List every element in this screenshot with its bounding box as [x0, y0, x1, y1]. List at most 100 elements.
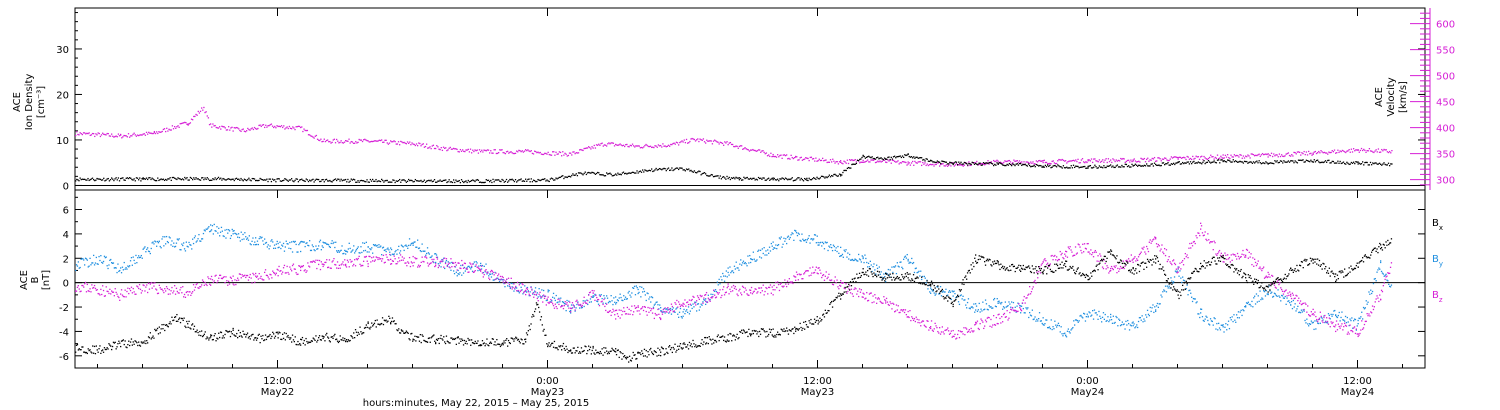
bz-point — [884, 299, 886, 301]
by-point — [307, 244, 309, 247]
by-point — [475, 260, 477, 263]
density-point — [1344, 162, 1346, 165]
bz-point — [631, 305, 633, 307]
by-point — [1068, 331, 1070, 333]
density-point — [762, 177, 764, 179]
density-point — [1340, 162, 1342, 165]
density-point — [379, 180, 382, 183]
by-point — [931, 290, 934, 292]
velocity-point — [1177, 157, 1179, 159]
velocity-point — [167, 130, 169, 132]
by-point — [1190, 292, 1192, 294]
density-point — [554, 179, 556, 181]
density-point — [1374, 162, 1376, 164]
velocity-point — [334, 142, 337, 144]
by-point — [1283, 297, 1285, 299]
velocity-point — [1248, 155, 1250, 157]
bz-point — [274, 274, 277, 276]
bz-point — [112, 291, 115, 293]
bz-point — [840, 280, 842, 282]
density-point — [247, 178, 249, 181]
by-point — [90, 264, 92, 266]
by-point — [1218, 327, 1221, 329]
by-point — [115, 267, 117, 269]
velocity-point — [460, 150, 463, 152]
bz-point — [526, 288, 529, 290]
velocity-point — [408, 142, 410, 144]
bz-point — [318, 259, 321, 262]
density-point — [824, 177, 826, 179]
density-point — [617, 172, 619, 174]
density-point — [1242, 162, 1245, 164]
by-point — [615, 301, 618, 304]
velocity-point — [649, 145, 652, 147]
velocity-point — [925, 164, 927, 167]
density-point — [553, 179, 555, 181]
velocity-point — [1283, 155, 1285, 158]
by-point — [1317, 322, 1320, 325]
bz-point — [763, 294, 765, 296]
bz-point — [169, 293, 171, 295]
velocity-point — [480, 151, 482, 153]
density-point — [744, 177, 746, 180]
density-point — [636, 170, 638, 172]
by-point — [1365, 300, 1367, 302]
bz-point — [571, 302, 574, 304]
density-point — [984, 162, 986, 165]
bz-point — [660, 317, 662, 320]
by-point — [174, 246, 176, 248]
bz-point — [327, 266, 329, 269]
density-point — [1278, 161, 1281, 164]
by-point — [1196, 301, 1198, 303]
density-point — [1272, 162, 1274, 165]
by-point — [880, 271, 882, 273]
density-point — [1021, 164, 1023, 167]
by-point — [1261, 297, 1263, 299]
bz-point — [702, 302, 704, 304]
velocity-point — [277, 125, 279, 128]
by-point — [690, 304, 692, 306]
by-point — [1095, 312, 1097, 314]
density-point — [676, 167, 679, 169]
velocity-point — [1076, 160, 1078, 163]
bz-point — [570, 307, 573, 310]
by-point — [316, 248, 318, 250]
density-point — [599, 174, 601, 176]
by-point — [659, 304, 661, 306]
density-point — [1295, 161, 1297, 163]
bz-point — [413, 261, 415, 264]
velocity-point — [1342, 150, 1345, 152]
bz-point — [629, 313, 631, 315]
by-point — [1091, 314, 1093, 316]
by-point — [201, 238, 204, 240]
by-point — [1075, 319, 1078, 321]
velocity-point — [364, 138, 366, 140]
bz-point — [867, 300, 869, 302]
density-point — [1384, 163, 1386, 166]
bz-point — [263, 279, 265, 281]
density-point — [823, 176, 825, 178]
by-point — [1328, 314, 1330, 317]
by-point — [764, 254, 766, 256]
density-point — [838, 173, 841, 175]
density-point — [588, 171, 590, 174]
by-point — [936, 286, 938, 288]
velocity-point — [1368, 148, 1371, 150]
by-point — [925, 282, 927, 284]
bz-point — [848, 288, 850, 290]
by-point — [752, 251, 754, 253]
velocity-point — [1122, 157, 1124, 160]
by-point — [715, 290, 718, 293]
bz-point — [807, 270, 809, 272]
density-point — [1012, 163, 1014, 165]
velocity-point — [405, 143, 408, 145]
bz-point — [664, 307, 666, 309]
by-point — [930, 288, 933, 291]
by-point — [439, 262, 441, 264]
bz-point — [878, 298, 880, 300]
bz-point — [356, 259, 358, 261]
by-point — [1059, 331, 1061, 333]
density-point — [813, 177, 815, 179]
velocity-point — [646, 144, 648, 147]
density-point — [496, 179, 499, 181]
